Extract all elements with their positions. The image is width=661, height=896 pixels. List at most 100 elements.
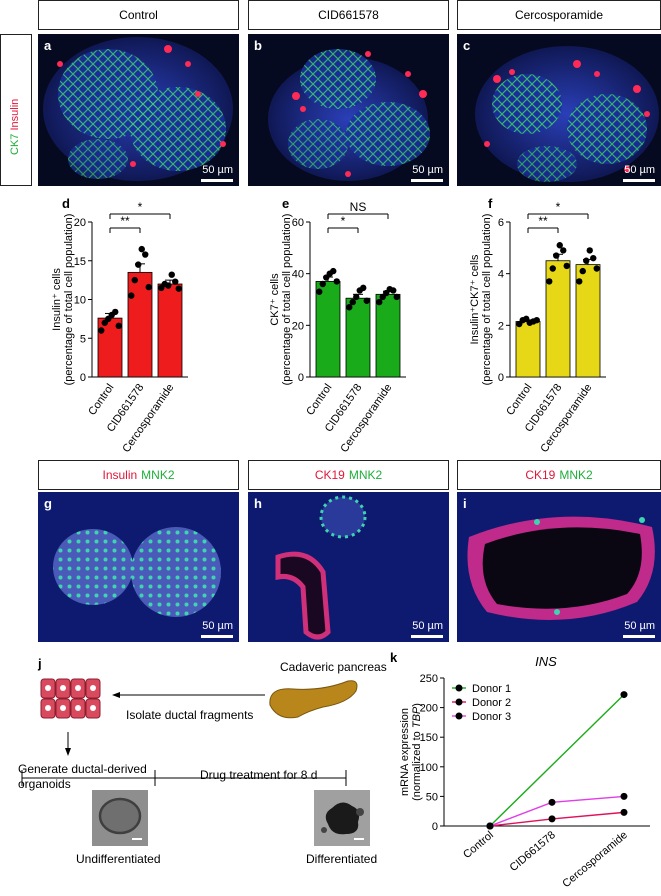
data-point-e-1 — [349, 298, 356, 306]
bar-e-2 — [375, 293, 401, 378]
panel-letter-i: i — [463, 496, 467, 511]
bar-chart-e: e 0 20 40 60 CK7⁺ cells (percentage of total c… — [269, 196, 406, 455]
scalebar-b — [411, 179, 443, 182]
sig-label-f: ** — [538, 214, 548, 228]
scalebar-label-g: 50 µm — [202, 620, 233, 632]
y-tick-label-k: 50 — [426, 791, 438, 803]
y-tick-label-f: 0 — [498, 372, 504, 384]
panel-letter-j: j — [38, 656, 42, 671]
sig-label-e: * — [341, 214, 346, 228]
micrograph-g-image — [38, 492, 239, 642]
data-point-f-1 — [560, 247, 567, 254]
scalebar-label-c: 50 µm — [624, 164, 655, 176]
micrograph-b-image — [248, 34, 449, 186]
legend-label-0: Donor 1 — [472, 683, 511, 695]
bar-e-0 — [315, 281, 341, 378]
scalebar-label-b: 50 µm — [412, 164, 443, 176]
header-h-red: CK19 — [314, 468, 345, 482]
data-point-f-2 — [579, 267, 586, 275]
y-tick-label-f: 6 — [498, 217, 504, 229]
bar-d-2 — [157, 283, 183, 378]
y-sublabel-suffix: ) — [411, 703, 423, 707]
undifferentiated-image — [92, 790, 148, 846]
scalebar-i — [623, 635, 655, 638]
chart-title-k: INS — [535, 654, 557, 669]
data-point-f-0 — [533, 316, 540, 324]
data-point-f-2 — [590, 254, 597, 262]
header-g-red: Insulin — [102, 468, 138, 482]
legend-marker-1 — [455, 698, 463, 706]
y-sublabel-k: (normalized to TBP) — [411, 703, 423, 801]
data-point-f-2 — [586, 247, 593, 254]
y-label-e: CK7⁺ cells — [269, 273, 281, 326]
y-tick-label-d: 10 — [74, 295, 86, 307]
data-point-f-1 — [546, 278, 553, 285]
micrograph-c: c 50 µm — [457, 34, 661, 186]
bar-chart-d: d 0 5 10 15 20 Insulin⁺ cells (percentage of to… — [51, 196, 188, 455]
data-point-e-1 — [346, 304, 353, 311]
ins-line-chart: k INS 0 50 100 150 200 250 mRNA expression (norma… — [390, 650, 650, 890]
y-tick-label-k: 150 — [420, 732, 438, 744]
y-label-k: mRNA expression — [399, 708, 411, 796]
series-point-1 — [548, 815, 556, 823]
panel-letter-d: d — [62, 196, 70, 211]
panel-letter-g: g — [44, 496, 52, 511]
y-label-f: Insulin⁺CK7⁺ cells — [469, 254, 481, 344]
data-point-d-0 — [115, 322, 122, 330]
micrograph-c-image — [457, 34, 661, 186]
y-tick-label-e: 40 — [292, 269, 304, 281]
scalebar-label-h: 50 µm — [412, 620, 443, 632]
stain-ck7: CK7 — [9, 133, 21, 155]
y-tick-label-e: 60 — [292, 217, 304, 229]
data-point-e-1 — [353, 293, 360, 301]
x-tick-label-k-2: Cercosporamide — [560, 829, 630, 890]
bar-f-1 — [545, 260, 571, 378]
schematic-arrows — [21, 692, 347, 786]
data-point-e-1 — [363, 297, 370, 304]
x-tick-label-f-0: Control — [504, 382, 534, 418]
treatment-label: Drug treatment for 8 d — [200, 768, 318, 782]
header-h-green: MNK2 — [348, 468, 383, 482]
data-point-d-2 — [165, 282, 172, 289]
panel-letter-k: k — [390, 650, 398, 665]
scalebar-label-a: 50 µm — [202, 164, 233, 176]
header-i-green: MNK2 — [559, 468, 593, 482]
scalebar-c — [623, 179, 655, 182]
series-line-2 — [489, 795, 625, 827]
y-tick-label-f: 4 — [498, 269, 504, 281]
x-tick-label-k-0: Control — [461, 829, 496, 861]
series-line-1 — [489, 811, 625, 827]
header-control-text: Control — [119, 8, 158, 22]
stain-legend-vertical: CK7 Insulin — [9, 99, 21, 155]
panel-letter-f: f — [488, 196, 493, 211]
data-point-d-1 — [128, 292, 135, 299]
header-h: CK19 MNK2 — [248, 460, 449, 490]
header-cid-text: CID661578 — [318, 8, 379, 22]
y-tick-label-e: 20 — [292, 320, 304, 332]
scalebar-h — [411, 635, 443, 638]
data-point-e-2 — [390, 287, 397, 294]
y-sublabel-gene: TBP — [411, 706, 423, 728]
data-point-f-1 — [553, 252, 560, 259]
y-tick-label-k: 0 — [432, 821, 438, 833]
micrograph-i-image — [457, 492, 661, 642]
header-g-green: MNK2 — [141, 468, 175, 482]
series-point-0 — [620, 691, 628, 699]
data-point-f-2 — [576, 278, 583, 285]
panel-letter-h: h — [254, 496, 262, 511]
panel-letter-e: e — [282, 196, 289, 211]
panel-letter-b: b — [254, 38, 262, 53]
undifferentiated-caption: Undifferentiated — [76, 852, 161, 866]
legend-marker-0 — [455, 684, 463, 692]
series-point-2 — [620, 792, 628, 800]
data-point-e-0 — [330, 267, 337, 275]
pancreas-icon — [269, 680, 358, 719]
micrograph-a: a 50 µm — [38, 34, 239, 186]
x-tick-label-k-1: CID661578 — [508, 829, 558, 874]
y-tick-label-k: 250 — [420, 673, 438, 685]
header-cid661578: CID661578 — [248, 0, 449, 30]
y-tick-label-k: 100 — [420, 762, 438, 774]
sig-label-e: NS — [350, 200, 367, 214]
source-label: Cadaveric pancreas — [280, 660, 387, 674]
